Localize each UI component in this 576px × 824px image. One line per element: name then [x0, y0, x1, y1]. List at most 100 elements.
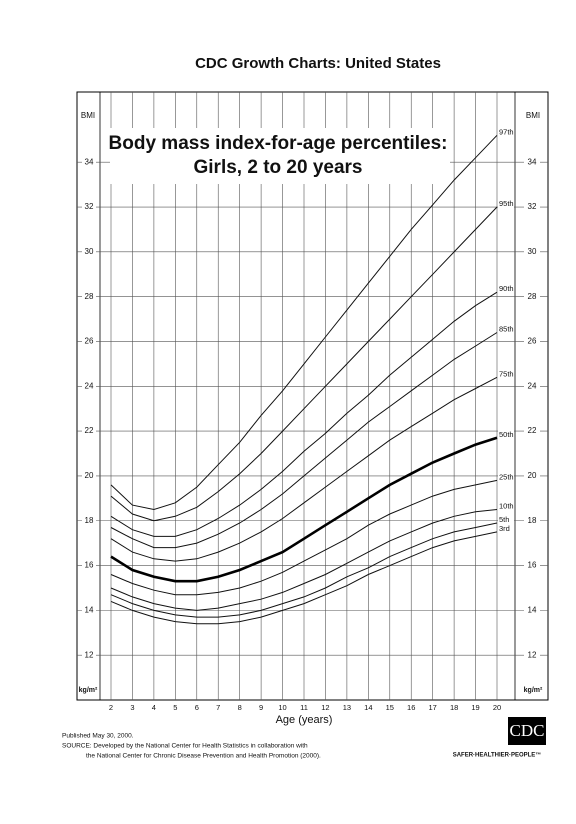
- tick-label-bg: [82, 157, 96, 168]
- label-bg: [498, 514, 514, 525]
- y-tick-label: 32: [528, 202, 537, 211]
- y-tick-label: 16: [85, 561, 94, 570]
- series-label: 3rd: [499, 524, 510, 533]
- x-tick-label: 20: [493, 703, 501, 712]
- y-tick-label: 16: [528, 561, 537, 570]
- percentile-line: [110, 376, 498, 562]
- x-tick-label: 7: [216, 703, 220, 712]
- tick-label-bg: [82, 605, 96, 616]
- x-tick-label: 10: [278, 703, 286, 712]
- y-label: BMI: [81, 111, 95, 120]
- subtitle-box: [110, 128, 450, 184]
- series-label: 5th: [499, 515, 509, 524]
- y-tick-label: 30: [528, 247, 537, 256]
- tick-label-bg: [524, 470, 540, 481]
- y-tick-label: 26: [85, 337, 94, 346]
- x-tick-label: 4: [152, 703, 156, 712]
- label-bg: [498, 127, 514, 138]
- label-bg: [498, 501, 514, 512]
- y-tick-label: 28: [528, 292, 537, 301]
- tick-label-bg: [82, 336, 96, 347]
- tick-label-bg: [524, 426, 540, 437]
- tick-label-bg: [82, 202, 96, 213]
- x-tick-label: 16: [407, 703, 415, 712]
- series-label: 90th: [499, 284, 514, 293]
- y-tick-label: 12: [528, 650, 537, 659]
- y-tick-label: 24: [528, 381, 537, 390]
- tick-label-bg: [82, 650, 96, 661]
- tick-label-bg: [524, 650, 540, 661]
- x-tick-label: 11: [300, 703, 308, 712]
- x-tick-label: 17: [428, 703, 436, 712]
- tick-label-bg: [524, 336, 540, 347]
- percentile-line: [110, 291, 498, 537]
- x-tick-label: 19: [471, 703, 479, 712]
- y-label: BMI: [526, 111, 540, 120]
- label-bg: [498, 523, 514, 534]
- y-tick-label: 14: [528, 605, 537, 614]
- y-tick-label: 18: [85, 516, 94, 525]
- series-label: 10th: [499, 502, 514, 511]
- x-tick-label: 6: [195, 703, 199, 712]
- y-tick-label: 20: [85, 471, 94, 480]
- x-tick-label: 18: [450, 703, 458, 712]
- tick-label-bg: [82, 381, 96, 392]
- percentile-line: [110, 134, 498, 511]
- tick-label-bg: [524, 291, 540, 302]
- tick-label-bg: [524, 605, 540, 616]
- y-tick-label: 12: [85, 650, 94, 659]
- y-tick-label: 32: [85, 202, 94, 211]
- y-tick-label: 20: [528, 471, 537, 480]
- tick-label-bg: [524, 246, 540, 257]
- tick-label-bg: [524, 560, 540, 571]
- y-unit: kg/m²: [79, 687, 98, 694]
- tick-label-bg: [524, 157, 540, 168]
- y-tick-label: 24: [85, 381, 94, 390]
- label-bg: [498, 429, 514, 440]
- label-bg: [498, 199, 514, 210]
- chart-title: CDC Growth Charts: United States: [195, 55, 441, 72]
- published: Published May 30, 2000.: [62, 733, 134, 740]
- y-tick-label: 18: [528, 516, 537, 525]
- x-tick-label: 9: [259, 703, 263, 712]
- y-tick-label: 28: [85, 292, 94, 301]
- tick-label-bg: [82, 515, 96, 526]
- tick-label-bg: [82, 470, 96, 481]
- x-tick-label: 14: [364, 703, 372, 712]
- subtitle: Body mass index-for-age percentiles:: [109, 133, 448, 154]
- y-tick-label: 22: [528, 426, 537, 435]
- tick-label-bg: [82, 560, 96, 571]
- tick-label-bg: [524, 381, 540, 392]
- label-bg: [498, 369, 514, 380]
- label-bg: [498, 472, 514, 483]
- x-tick-label: 13: [343, 703, 351, 712]
- tick-label-bg: [524, 515, 540, 526]
- x-label: Age (years): [276, 714, 333, 726]
- tick-label-bg: [82, 246, 96, 257]
- series-label: 75th: [499, 369, 514, 378]
- y-unit: kg/m²: [524, 687, 543, 694]
- x-tick-label: 2: [109, 703, 113, 712]
- source: SOURCE: Developed by the National Center…: [62, 743, 308, 750]
- percentile-line: [110, 522, 498, 618]
- logo: CDC: [510, 721, 545, 740]
- label-bg: [498, 284, 514, 295]
- percentile-line: [110, 206, 498, 522]
- tick-label-bg: [524, 202, 540, 213]
- percentile-line: [110, 479, 498, 596]
- y-tick-label: 34: [85, 157, 94, 166]
- tick-label-bg: [82, 426, 96, 437]
- x-tick-label: 3: [130, 703, 134, 712]
- percentile-line: [110, 531, 498, 625]
- percentile-line: [110, 509, 498, 611]
- series-label: 85th: [499, 325, 514, 334]
- series-label: 50th: [499, 430, 514, 439]
- x-tick-label: 12: [321, 703, 329, 712]
- series-label: 95th: [499, 199, 514, 208]
- y-tick-label: 34: [528, 157, 537, 166]
- source: the National Center for Chronic Disease …: [86, 753, 321, 760]
